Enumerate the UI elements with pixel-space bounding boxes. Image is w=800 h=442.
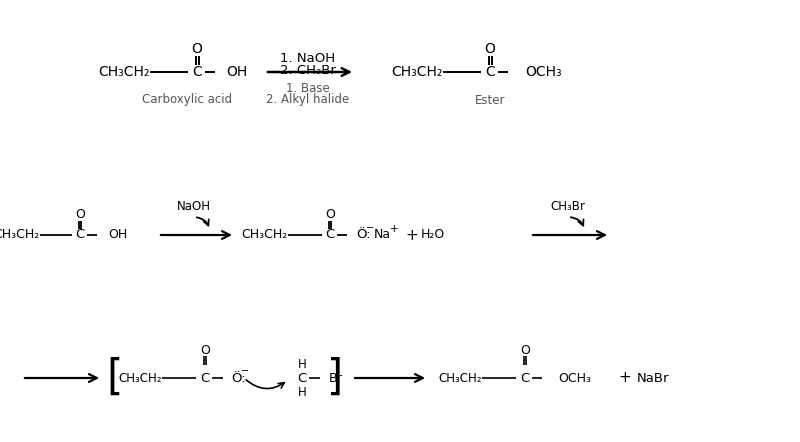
Text: C: C (520, 371, 530, 385)
Text: Ö:: Ö: (231, 371, 246, 385)
Text: Br: Br (329, 371, 342, 385)
Text: O: O (485, 42, 495, 56)
Text: 1. Base: 1. Base (286, 81, 330, 95)
Text: Ester: Ester (474, 94, 506, 107)
Text: CH₃CH₂: CH₃CH₂ (242, 229, 288, 241)
Text: 1. NaOH: 1. NaOH (281, 52, 335, 65)
Text: −: − (366, 223, 374, 233)
Text: +: + (406, 228, 418, 243)
Text: CH₃Br: CH₃Br (550, 201, 586, 213)
Text: [: [ (106, 357, 122, 399)
Text: OCH₃: OCH₃ (525, 65, 562, 79)
Text: NaBr: NaBr (637, 371, 670, 385)
Text: O: O (325, 209, 335, 221)
Text: O: O (520, 343, 530, 357)
Text: +: + (618, 370, 631, 385)
Text: Carboxylic acid: Carboxylic acid (142, 94, 232, 107)
Text: C: C (298, 371, 306, 385)
Text: −: − (241, 366, 249, 376)
Text: OH: OH (226, 65, 247, 79)
Text: NaOH: NaOH (177, 201, 211, 213)
Text: O: O (200, 343, 210, 357)
Text: CH₃CH₂: CH₃CH₂ (392, 65, 443, 79)
Text: OCH₃: OCH₃ (558, 371, 591, 385)
Text: OH: OH (108, 229, 127, 241)
Text: C: C (75, 229, 85, 241)
Text: H: H (298, 385, 306, 399)
Text: +: + (390, 224, 398, 234)
Text: O: O (75, 209, 85, 221)
Text: C: C (192, 65, 202, 79)
Text: Ö:: Ö: (356, 229, 370, 241)
Text: Na: Na (374, 229, 390, 241)
Text: H₂O: H₂O (421, 229, 445, 241)
Text: C: C (326, 229, 334, 241)
Text: CH₃CH₂: CH₃CH₂ (0, 229, 40, 241)
Text: C: C (485, 65, 495, 79)
Text: ]: ] (327, 357, 343, 399)
Text: CH₃CH₂: CH₃CH₂ (118, 371, 162, 385)
Text: 2. CH₃Br: 2. CH₃Br (280, 64, 336, 76)
Text: H: H (298, 358, 306, 370)
Text: C: C (200, 371, 210, 385)
Text: CH₃CH₂: CH₃CH₂ (438, 371, 482, 385)
Text: CH₃CH₂: CH₃CH₂ (98, 65, 150, 79)
Text: 2. Alkyl halide: 2. Alkyl halide (266, 92, 350, 106)
Text: O: O (191, 42, 202, 56)
